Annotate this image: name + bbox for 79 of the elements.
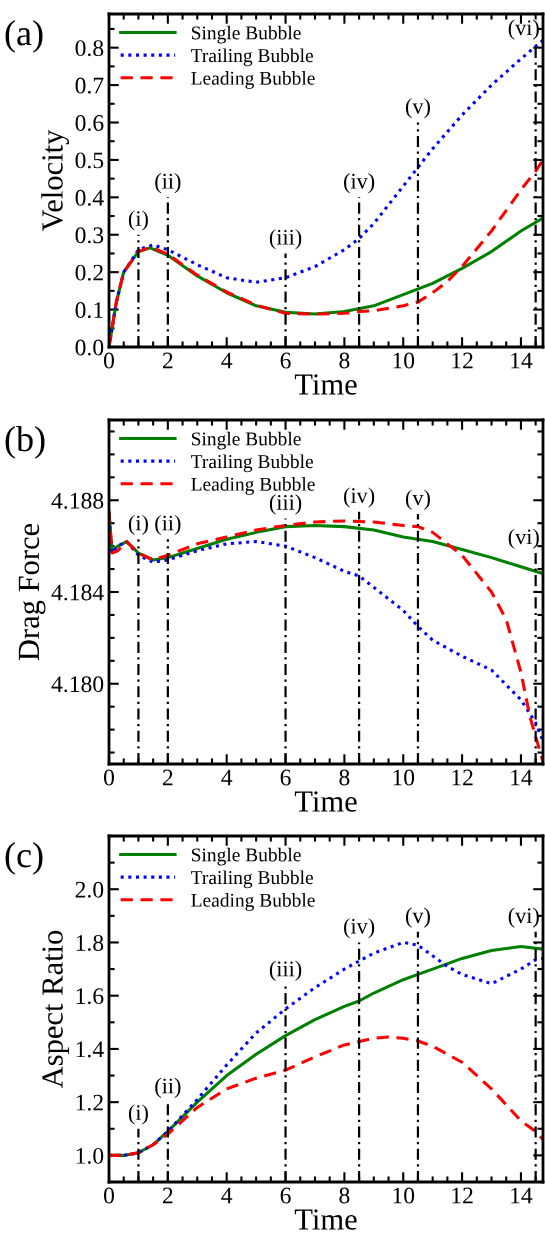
y-tick-label: 0.6 [75, 115, 104, 132]
x-tick-label: 4 [221, 352, 233, 369]
x-tick-label: 10 [393, 352, 415, 369]
x-tick-label: 12 [452, 1187, 473, 1204]
x-tick-label: 14 [511, 352, 533, 369]
legend-label: Single Bubble [191, 431, 301, 450]
x-tick-label: 12 [452, 352, 473, 369]
y-axis-title: Aspect Ratio [42, 930, 70, 1089]
x-tick-label: 14 [511, 1187, 533, 1204]
text: (b) [5, 426, 45, 459]
x-tick-label: 6 [280, 1187, 291, 1204]
annotation: (ii) [155, 173, 181, 194]
y-axis-title: Drag Force [18, 523, 46, 661]
x-tick-label: 6 [280, 352, 291, 369]
y-tick-label: 1.8 [76, 934, 104, 951]
annotation: (iv) [344, 173, 375, 194]
y-tick-label: 0.7 [75, 77, 104, 94]
annotation: (iv) [344, 487, 375, 508]
annotation: (v) [405, 98, 430, 119]
legend-label: Single Bubble [191, 25, 301, 44]
annotation: (i) [128, 210, 148, 231]
y-tick-label: 2.0 [75, 881, 104, 898]
legend-label: Trailing Bubble [191, 870, 313, 889]
x-axis-title: Time [294, 1209, 357, 1230]
annotation: (iv) [344, 918, 375, 939]
y-tick-label: 4.184 [51, 584, 104, 601]
legend-label: Trailing Bubble [191, 454, 313, 473]
legend-label: Trailing Bubble [191, 48, 313, 67]
y-tick-label: 1.4 [76, 1041, 104, 1058]
line-series [109, 1035, 543, 1157]
legend-label: Leading Bubble [191, 71, 315, 89]
x-tick-label: 14 [511, 769, 533, 786]
y-tick-label: 1.0 [76, 1147, 104, 1164]
y-tick-label: 0.5 [75, 152, 104, 169]
x-tick-label: 2 [162, 352, 173, 369]
x-tick-label: 0 [104, 1187, 114, 1204]
annotation: (vi) [508, 19, 539, 40]
annotation: (v) [405, 907, 430, 928]
y-tick-label: 0.0 [75, 339, 104, 356]
x-axis-title: Time [294, 791, 357, 812]
x-tick-label: 6 [280, 769, 291, 786]
x-tick-label: 10 [393, 1187, 415, 1204]
y-tick-label: 0.3 [75, 227, 104, 244]
y-tick-label: 0.8 [75, 40, 104, 57]
y-tick-label: 1.6 [76, 988, 104, 1005]
x-tick-label: 2 [162, 769, 173, 786]
legend-label: Leading Bubble [191, 893, 315, 911]
y-tick-label: 0.1 [75, 302, 103, 319]
x-tick-label: 8 [339, 352, 350, 369]
x-tick-label: 2 [162, 1187, 173, 1204]
x-tick-label: 4 [221, 769, 233, 786]
annotation: (iii) [269, 960, 302, 981]
y-axis-title: Velocity [41, 129, 70, 232]
y-tick-label: 4.188 [51, 492, 104, 509]
annotation: (iii) [269, 494, 302, 515]
y-tick-label: 0.2 [75, 264, 103, 281]
x-tick-label: 8 [339, 769, 350, 786]
annotation: (ii) [155, 514, 181, 536]
annotation: (i) [128, 1104, 148, 1125]
legend-label: Single Bubble [191, 847, 301, 866]
y-tick-label: 0.4 [75, 189, 104, 206]
x-tick-label: 0 [104, 769, 114, 786]
annotation: (v) [405, 489, 430, 510]
annotation: (i) [128, 514, 148, 536]
annotation: (vi) [508, 907, 539, 928]
text: (c) [5, 842, 43, 875]
annotation: (iii) [269, 229, 302, 250]
annotation: (vi) [508, 528, 539, 549]
text: (a) [5, 20, 43, 53]
x-tick-label: 12 [452, 769, 473, 786]
x-tick-label: 4 [221, 1187, 233, 1204]
y-tick-label: 4.180 [51, 676, 104, 693]
x-tick-label: 0 [104, 352, 114, 369]
legend-label: Leading Bubble [191, 477, 315, 495]
x-tick-label: 10 [393, 769, 415, 786]
x-tick-label: 8 [339, 1187, 350, 1204]
x-axis-title: Time [294, 374, 357, 395]
y-tick-label: 1.2 [76, 1094, 103, 1111]
annotation: (ii) [155, 1077, 181, 1098]
